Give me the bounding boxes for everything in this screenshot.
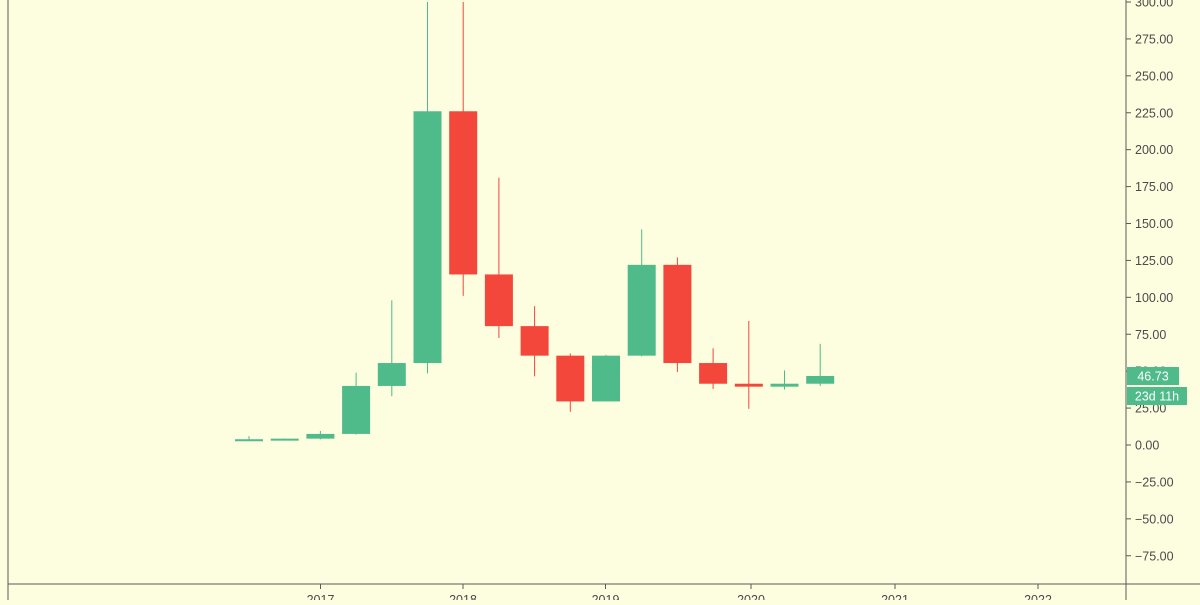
y-tick-label: 275.00 — [1135, 32, 1173, 46]
y-tick-label: 300.00 — [1135, 0, 1173, 10]
x-tick-label: 2017 — [307, 593, 335, 600]
x-tick-label: 2021 — [881, 593, 909, 600]
candle-body-down — [449, 111, 478, 275]
y-tick-label: −75.00 — [1135, 549, 1174, 563]
y-tick-label: 100.00 — [1135, 291, 1173, 305]
x-tick-label: 2019 — [592, 593, 620, 600]
y-tick-label: 75.00 — [1135, 328, 1166, 342]
last-price-label: 46.73 — [1137, 369, 1168, 383]
y-tick-label: −50.00 — [1135, 512, 1174, 526]
y-tick-label: 150.00 — [1135, 217, 1173, 231]
candle-body-up — [627, 264, 656, 356]
candle-body-down — [663, 264, 692, 364]
last-price-badge — [1127, 366, 1179, 385]
candle-body-up — [377, 363, 406, 386]
x-tick-label: 2022 — [1024, 593, 1052, 600]
candle-body-up — [235, 439, 263, 442]
candle-body-down — [699, 363, 728, 384]
y-tick-label: 25.00 — [1135, 402, 1166, 416]
candle-body-down — [484, 274, 513, 327]
candle-body-up — [592, 355, 620, 402]
candle-body-up — [270, 438, 299, 441]
candle-body-up — [770, 383, 799, 387]
y-tick-label: 250.00 — [1135, 69, 1173, 83]
candle-body-down — [520, 326, 549, 356]
candle-body-down — [556, 355, 585, 402]
x-tick-label: 2020 — [737, 593, 765, 600]
y-tick-label: 200.00 — [1135, 143, 1173, 157]
x-tick-label: 2018 — [449, 593, 477, 600]
candle-body-down — [734, 383, 763, 387]
y-tick-label: 225.00 — [1135, 106, 1173, 120]
candle-body-up — [413, 111, 442, 364]
y-tick-label: 125.00 — [1135, 254, 1173, 268]
candle-body-up — [306, 433, 335, 439]
y-tick-label: 0.00 — [1135, 439, 1159, 453]
candle-body-up — [342, 385, 371, 434]
y-tick-label: −25.00 — [1135, 475, 1174, 489]
countdown-badge — [1127, 386, 1187, 405]
countdown-label: 23d 11h — [1135, 389, 1179, 403]
y-tick-label: 175.00 — [1135, 180, 1173, 194]
candle-body-up — [806, 375, 835, 384]
